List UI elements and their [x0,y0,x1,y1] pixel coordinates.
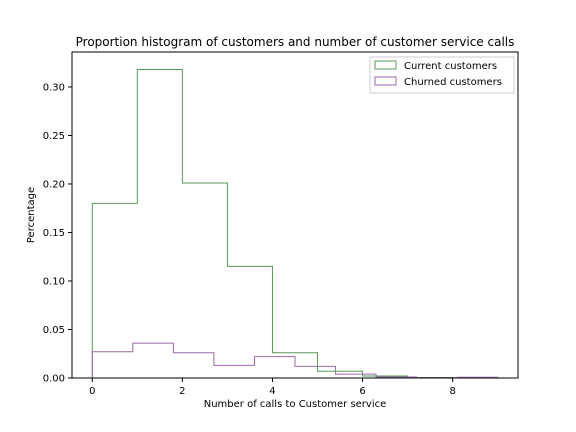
x-tick-label: 0 [89,386,95,397]
x-tick-label: 8 [449,386,455,397]
legend-label-churned: Churned customers [404,77,502,88]
legend: Current customers Churned customers [369,56,515,94]
x-axis-label: Number of calls to Customer service [204,399,387,410]
y-tick-label: 0.05 [43,325,65,336]
x-tick-label: 2 [179,386,185,397]
y-tick-label: 0.25 [43,131,65,142]
chart-title: Proportion histogram of customers and nu… [76,35,515,49]
legend-label-current: Current customers [404,61,497,72]
y-tick-label: 0.00 [43,374,65,385]
y-tick-label: 0.15 [43,228,65,239]
y-tick-label: 0.20 [43,179,65,190]
x-tick-label: 6 [359,386,365,397]
y-tick-label: 0.30 [43,82,65,93]
histogram-series-1 [91,342,499,379]
x-axis-ticks: 0 2 4 6 8 [89,378,456,397]
y-tick-label: 0.10 [43,276,65,287]
plot-series [91,68,499,379]
legend-swatch-churned [374,76,397,86]
histogram-series-0 [91,68,498,379]
x-tick-label: 4 [269,386,275,397]
y-axis-label: Percentage [26,187,37,243]
plot-frame [71,51,519,379]
y-axis-ticks: 0.00 0.05 0.10 0.15 0.20 0.25 0.30 [43,82,72,385]
legend-swatch-current [374,60,397,70]
legend-box [369,56,515,94]
